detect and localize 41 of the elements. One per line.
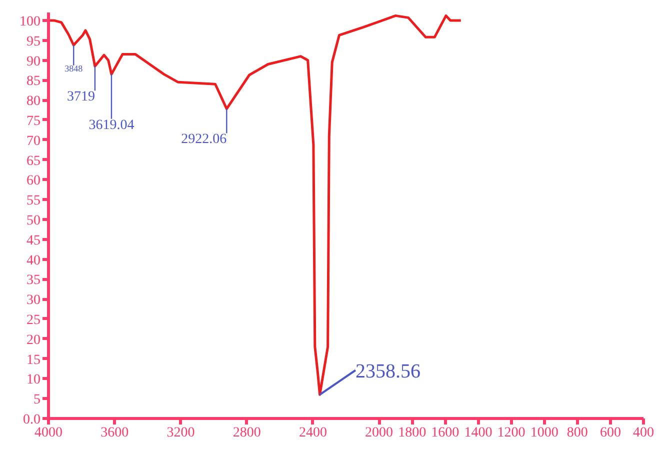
y-tick-label: 75 [26, 114, 40, 129]
x-tick-label: 1600 [431, 426, 460, 440]
y-tick-label: 15 [26, 352, 40, 368]
y-tick-label: 10 [26, 372, 40, 388]
x-tick-label: 1200 [497, 426, 526, 440]
x-tick-label: 1400 [464, 426, 492, 440]
y-tick-label: 0.0 [23, 412, 40, 428]
y-tick-label: 35 [26, 273, 40, 288]
x-tick-label: 4000 [34, 426, 62, 440]
y-tick-label: 100 [20, 14, 40, 30]
y-tick-label: 80 [26, 94, 40, 110]
x-tick-label: 3200 [166, 426, 195, 440]
x-tick-label: 600 [600, 426, 621, 440]
annotation: 3619.04 [88, 118, 134, 133]
annotation: 3848 [64, 63, 84, 74]
x-tick-label: 800 [566, 426, 588, 440]
y-tick-label: 40 [26, 253, 40, 268]
x-tick-label: 3600 [100, 426, 129, 440]
x-tick-label: 400 [633, 426, 654, 440]
x-tick-label: 1000 [530, 426, 558, 440]
y-tick-label: 55 [26, 194, 40, 209]
y-tick-label: 5 [34, 392, 40, 408]
y-tick-label: 20 [26, 332, 40, 348]
annotation: 3719 [66, 90, 95, 105]
annotation: 2922.06 [181, 132, 227, 148]
y-tick-label: 70 [26, 134, 40, 149]
x-tick-label: 2800 [232, 426, 261, 440]
x-tick-label: 2000 [365, 426, 394, 440]
y-tick-label: 50 [26, 213, 40, 228]
y-tick-label: 65 [26, 154, 40, 169]
y-tick-label: 30 [26, 293, 40, 308]
y-tick-label: 85 [26, 74, 40, 90]
line-series [48, 14, 462, 396]
y-tick-label: 95 [26, 34, 40, 50]
y-tick-label: 60 [26, 174, 40, 189]
y-tick-label: 45 [26, 233, 40, 248]
y-tick-label: 90 [26, 54, 40, 70]
y-tick-label: 25 [26, 312, 40, 328]
x-tick-label: 1800 [398, 426, 426, 440]
annotation: 2358.56 [355, 360, 420, 382]
x-tick-label: 2400 [298, 426, 327, 440]
